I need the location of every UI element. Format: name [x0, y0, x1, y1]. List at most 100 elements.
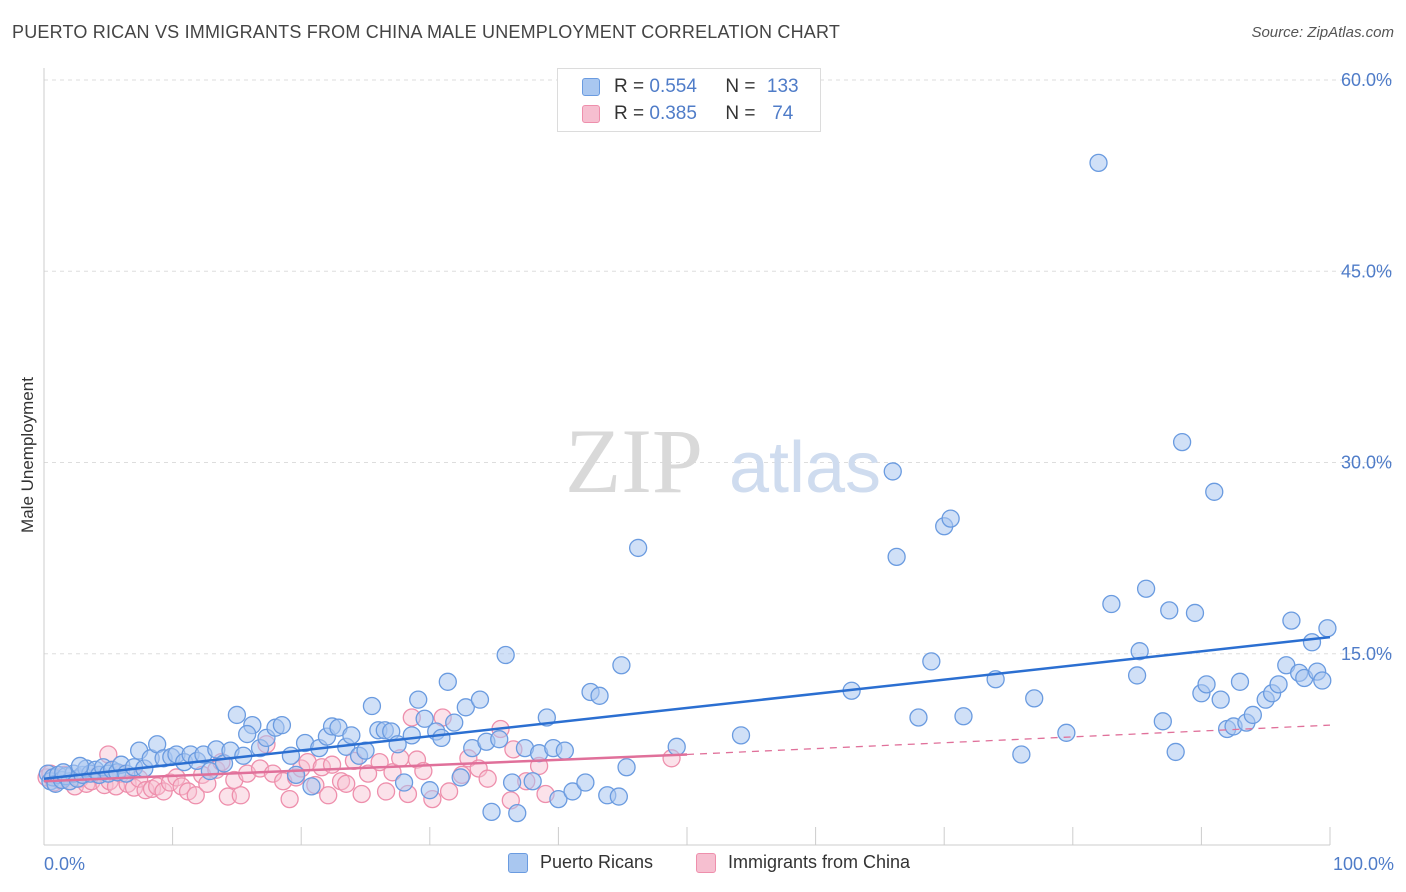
blue-point: [1211, 690, 1230, 709]
watermark-zip: ZIP: [565, 410, 703, 512]
blue-point: [590, 686, 609, 705]
blue-point: [909, 708, 928, 727]
blue-point: [1102, 594, 1121, 614]
blue-point: [617, 758, 636, 777]
watermark-atlas: atlas: [729, 428, 881, 508]
y-tick-label: 15.0%: [1341, 644, 1392, 664]
blue-point: [227, 705, 247, 725]
blue-point: [1136, 579, 1156, 598]
blue-point: [445, 713, 464, 732]
pink-r-label: R =: [614, 103, 645, 124]
blue-point: [1282, 611, 1301, 630]
blue-point: [286, 765, 306, 785]
blue-point: [555, 741, 574, 760]
blue-point: [667, 737, 686, 756]
blue-point: [1130, 642, 1149, 661]
blue-point: [456, 698, 475, 717]
blue-point: [1313, 671, 1332, 690]
pink-point: [337, 774, 356, 793]
pink-point: [319, 786, 338, 805]
blue-point: [1160, 601, 1179, 620]
pink-n-label: N =: [725, 103, 756, 124]
blue-point: [1230, 672, 1250, 691]
blue-point: [70, 756, 90, 776]
blue-point: [731, 726, 751, 745]
blue-point: [438, 672, 457, 691]
pink-point: [263, 764, 283, 783]
blue-point: [883, 462, 902, 481]
pink-point: [280, 789, 299, 809]
legend-label-immigrants-from-china: Immigrants from China: [728, 852, 911, 872]
legend-item-immigrants-from-china[interactable]: Immigrants from China: [696, 852, 910, 873]
blue-point: [1205, 482, 1224, 501]
blue-swatch: [582, 78, 600, 96]
pink-point: [186, 786, 205, 805]
pink-point: [358, 764, 378, 783]
blue-point: [402, 726, 421, 745]
blue-point: [563, 782, 582, 801]
pink-point: [154, 782, 173, 801]
axes: [43, 68, 1331, 846]
blue-point: [432, 728, 451, 748]
blue-trend-line: [43, 635, 1331, 780]
pink-point: [376, 782, 396, 801]
blue-point: [887, 547, 906, 566]
blue-point: [490, 730, 509, 749]
blue-point: [508, 803, 527, 823]
blue-point: [922, 652, 941, 671]
blue-point: [470, 690, 490, 709]
blue-point: [576, 773, 595, 792]
y-tick-label: 45.0%: [1341, 261, 1392, 281]
blue-point: [409, 690, 428, 709]
blue-point: [609, 787, 628, 806]
blue-point: [1166, 742, 1185, 762]
blue-point: [362, 696, 382, 716]
source-credit: Source: ZipAtlas.com: [1251, 24, 1394, 41]
pink-point: [352, 784, 371, 804]
blue-point: [342, 726, 361, 745]
blue-point: [1269, 675, 1288, 694]
blue-r-label: R =: [614, 76, 645, 97]
x-tick-label-min: 0.0%: [44, 854, 85, 874]
blue-point: [420, 781, 439, 800]
gridlines: [44, 79, 1392, 655]
pink-r-value: 0.385: [649, 103, 697, 124]
blue-point: [1025, 689, 1044, 708]
blue-point: [1302, 633, 1322, 652]
y-tick-label: 60.0%: [1341, 70, 1392, 90]
pink-trend-line-dashed: [686, 724, 1331, 756]
blue-point: [1012, 745, 1031, 764]
blue-point: [628, 538, 648, 558]
blue-point: [496, 645, 515, 665]
legend: Puerto Ricans Immigrants from China: [0, 852, 1406, 878]
pink-trend-line: [43, 753, 688, 783]
blue-point: [272, 716, 292, 735]
legend-item-puerto-ricans[interactable]: Puerto Ricans: [508, 852, 653, 873]
blue-point: [1089, 153, 1108, 173]
stats-row-blue: R = 0.554 N = 133: [582, 74, 805, 100]
blue-point: [523, 772, 542, 791]
blue-point: [482, 802, 501, 821]
blue-n-label: N =: [725, 76, 756, 97]
blue-point: [549, 789, 568, 809]
blue-point: [238, 724, 257, 744]
blue-point: [1057, 723, 1076, 742]
blue-point: [1127, 666, 1147, 685]
blue-point: [415, 709, 434, 728]
chart-title: PUERTO RICAN VS IMMIGRANTS FROM CHINA MA…: [12, 22, 841, 42]
legend-swatch-pink: [696, 852, 716, 873]
blue-point: [1153, 712, 1172, 731]
blue-series-points: [38, 153, 1337, 823]
pink-swatch: [582, 105, 600, 123]
x-tick-label-max: 100.0%: [1333, 854, 1394, 874]
blue-point: [502, 773, 522, 792]
pink-point: [439, 782, 459, 801]
pink-n-value: 74: [772, 103, 794, 124]
blue-point: [941, 509, 960, 528]
y-tick-label: 30.0%: [1341, 453, 1392, 473]
blue-point: [954, 707, 973, 726]
blue-point: [1318, 619, 1337, 638]
blue-point: [612, 656, 631, 675]
blue-point: [394, 773, 414, 792]
